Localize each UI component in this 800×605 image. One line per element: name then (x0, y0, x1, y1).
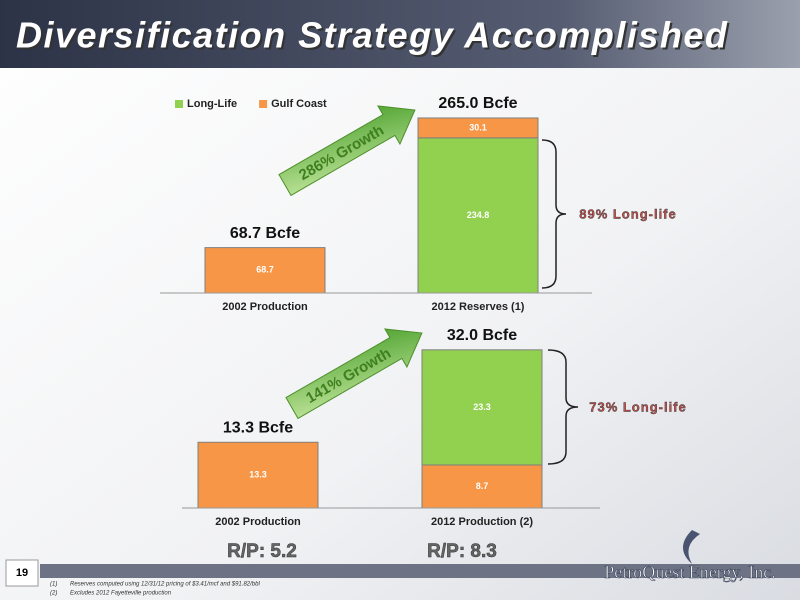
footnote: Reserves computed using 12/31/12 pricing… (70, 582, 260, 588)
page-number: 19 (16, 567, 28, 579)
total-label: 32.0 Bcfe (447, 327, 517, 344)
bar-segment (421, 349, 543, 466)
x-tick-label: 2002 Production (222, 301, 308, 313)
bracket (547, 349, 579, 465)
total-label: 265.0 Bcfe (438, 95, 517, 112)
bar-segment (417, 137, 539, 294)
x-tick-label: 2012 Reserves (1) (432, 301, 525, 313)
title-shadow: Diversification Strategy Accomplished (18, 17, 730, 58)
total-label: 68.7 Bcfe (230, 225, 300, 242)
long-life-label: 89% Long-life (579, 206, 677, 221)
data-label: 30.1 (469, 122, 487, 132)
title-band (0, 0, 800, 68)
logo-flame (683, 530, 700, 564)
footnote-marker: (2) (50, 591, 57, 597)
bar-segment (197, 441, 319, 509)
data-label: 8.7 (476, 481, 489, 491)
x-tick-label: 2012 Production (2) (431, 516, 533, 528)
legend-swatch (259, 100, 268, 108)
legend-label: Gulf Coast (271, 98, 327, 110)
footnote: Excludes 2012 Fayetteville production (70, 591, 172, 597)
data-label: 23.3 (473, 402, 491, 412)
data-label: 68.7 (256, 265, 274, 275)
page-box (5, 559, 39, 587)
data-label: 13.3 (249, 470, 267, 480)
legend-label: Long-Life (187, 98, 237, 110)
data-label: 234.8 (467, 210, 490, 220)
bracket (541, 139, 567, 289)
rp-label: R/P: 8.3 (427, 541, 497, 562)
legend-swatch (175, 100, 183, 108)
footer-band (40, 564, 800, 578)
title: Diversification Strategy Accomplished (16, 15, 728, 56)
footnote-marker: (1) (50, 582, 57, 588)
rp-label: R/P: 5.2 (227, 541, 297, 562)
total-label: 13.3 Bcfe (223, 419, 293, 436)
x-tick-label: 2002 Production (215, 516, 301, 528)
long-life-label: 73% Long-life (589, 399, 687, 414)
logo: PetroQuest Energy, Inc. (604, 562, 775, 582)
bar-segment (417, 117, 539, 139)
